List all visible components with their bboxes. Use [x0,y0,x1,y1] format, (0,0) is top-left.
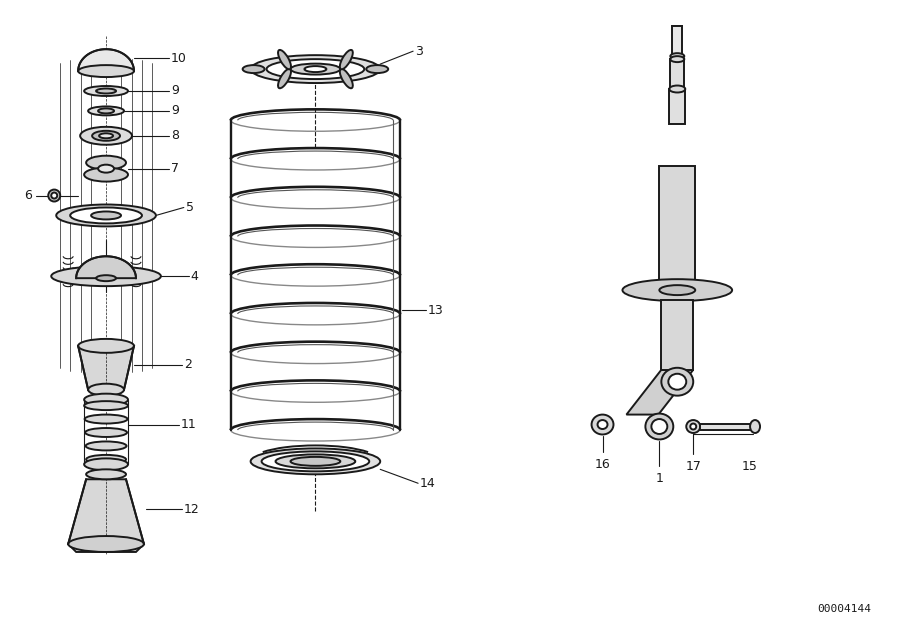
Ellipse shape [366,65,388,73]
Ellipse shape [96,275,116,281]
Ellipse shape [51,192,58,199]
Bar [700,424,755,429]
Ellipse shape [275,455,356,469]
Ellipse shape [291,457,340,466]
Ellipse shape [78,339,134,353]
Ellipse shape [598,420,608,429]
Ellipse shape [750,420,760,433]
Ellipse shape [92,131,120,141]
Text: 13: 13 [428,304,444,316]
Ellipse shape [591,415,614,434]
Ellipse shape [85,415,128,424]
Ellipse shape [70,208,142,224]
Bar [662,300,693,370]
Text: 17: 17 [685,460,701,473]
Text: 3: 3 [415,44,423,58]
Text: 2: 2 [184,358,192,371]
Text: 1: 1 [655,472,663,485]
Polygon shape [78,346,134,390]
Ellipse shape [304,66,327,72]
Bar [670,89,685,124]
Ellipse shape [690,424,697,429]
Ellipse shape [99,133,113,138]
Ellipse shape [56,204,156,227]
Text: 11: 11 [181,418,196,431]
Ellipse shape [266,59,364,79]
Ellipse shape [86,156,126,170]
Text: 4: 4 [191,270,199,283]
Ellipse shape [340,50,353,69]
Text: 9: 9 [171,104,179,117]
Ellipse shape [80,127,132,145]
Text: 7: 7 [171,162,179,175]
Text: 9: 9 [171,84,179,98]
Ellipse shape [670,56,684,62]
Ellipse shape [86,469,126,479]
Text: 15: 15 [742,460,758,473]
Bar [670,59,684,89]
Bar [672,26,682,56]
Ellipse shape [84,401,128,410]
Ellipse shape [660,285,695,295]
Ellipse shape [51,266,161,286]
Polygon shape [626,370,693,415]
Ellipse shape [670,53,684,59]
Ellipse shape [49,190,60,201]
Ellipse shape [98,164,114,173]
Ellipse shape [88,384,124,396]
Ellipse shape [662,368,693,396]
Ellipse shape [278,69,291,88]
Ellipse shape [91,211,121,220]
Ellipse shape [84,86,128,96]
Text: 00004144: 00004144 [817,604,871,613]
Ellipse shape [84,394,128,406]
Ellipse shape [84,168,128,182]
Text: 6: 6 [24,189,32,202]
Ellipse shape [98,109,114,114]
Ellipse shape [250,448,380,474]
Ellipse shape [340,69,353,88]
Ellipse shape [250,55,380,83]
Text: 12: 12 [184,503,200,516]
Ellipse shape [86,428,127,437]
Ellipse shape [291,64,340,74]
Ellipse shape [278,50,291,69]
Ellipse shape [687,420,700,433]
Text: 5: 5 [185,201,193,214]
Ellipse shape [652,419,667,434]
Ellipse shape [88,107,124,116]
Ellipse shape [84,458,128,471]
Ellipse shape [86,441,127,450]
Ellipse shape [96,88,116,93]
Ellipse shape [670,86,685,93]
Ellipse shape [86,455,126,464]
Text: 14: 14 [420,477,436,490]
Bar [660,166,695,290]
Text: 8: 8 [171,130,179,142]
Text: 16: 16 [595,458,610,471]
Polygon shape [76,257,136,278]
Ellipse shape [645,413,673,439]
Text: 10: 10 [171,51,186,65]
Polygon shape [68,479,144,552]
Ellipse shape [243,65,265,73]
Ellipse shape [78,65,134,77]
Ellipse shape [669,374,687,390]
Ellipse shape [68,536,144,552]
Ellipse shape [262,451,369,471]
Ellipse shape [623,279,732,301]
Polygon shape [78,49,134,71]
